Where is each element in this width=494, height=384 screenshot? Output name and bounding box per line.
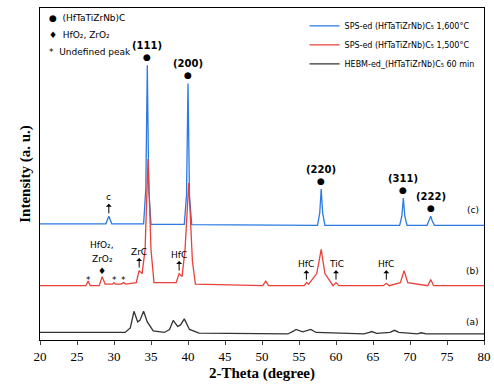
svg-text:55: 55 xyxy=(293,349,306,364)
svg-text:(c): (c) xyxy=(467,205,479,215)
svg-text:HEBM-ed_(HfTaTiZrNb)C₅ 60 min: HEBM-ed_(HfTaTiZrNb)C₅ 60 min xyxy=(345,60,475,69)
svg-text:80: 80 xyxy=(478,349,491,364)
svg-text:(b): (b) xyxy=(466,266,479,276)
svg-text:* Undefined peak: * Undefined peak xyxy=(49,47,131,57)
svg-text:25: 25 xyxy=(71,349,84,364)
svg-text:*: * xyxy=(112,275,117,285)
svg-text:SPS-ed (HfTaTiZrNb)C₅ 1,500°C: SPS-ed (HfTaTiZrNb)C₅ 1,500°C xyxy=(345,41,470,50)
svg-text:Intensity (a. u.): Intensity (a. u.) xyxy=(17,125,34,223)
svg-text:2-Theta (degree): 2-Theta (degree) xyxy=(209,365,315,382)
svg-text:(222): (222) xyxy=(416,191,446,202)
svg-text:ZrO₂: ZrO₂ xyxy=(92,254,113,264)
svg-text:●: ● xyxy=(143,52,151,62)
svg-text:TiC: TiC xyxy=(329,259,344,269)
svg-text:*: * xyxy=(121,275,126,285)
svg-text:(200): (200) xyxy=(173,58,203,69)
svg-text:60: 60 xyxy=(330,349,343,364)
svg-text:70: 70 xyxy=(404,349,417,364)
svg-text:35: 35 xyxy=(145,349,158,364)
svg-text:♦ HfO₂, ZrO₂: ♦ HfO₂, ZrO₂ xyxy=(49,30,110,40)
svg-text:(a): (a) xyxy=(466,317,479,327)
svg-text:c: c xyxy=(106,192,111,202)
svg-text:SPS-ed (HfTaTiZrNb)C₅ 1,600°C: SPS-ed (HfTaTiZrNb)C₅ 1,600°C xyxy=(345,22,470,31)
svg-text:45: 45 xyxy=(219,349,232,364)
svg-text:(111): (111) xyxy=(132,40,162,51)
svg-text:♦: ♦ xyxy=(98,266,106,276)
svg-text:● (HfTaTiZrNb)C: ● (HfTaTiZrNb)C xyxy=(49,13,125,23)
svg-text:*: * xyxy=(86,275,91,285)
svg-text:20: 20 xyxy=(34,349,47,364)
svg-text:(311): (311) xyxy=(388,173,418,184)
svg-text:●: ● xyxy=(317,176,325,186)
svg-text:HfC: HfC xyxy=(171,250,187,260)
svg-text:65: 65 xyxy=(367,349,380,364)
svg-text:(220): (220) xyxy=(306,164,336,175)
svg-text:●: ● xyxy=(427,203,435,213)
svg-text:40: 40 xyxy=(182,349,195,364)
svg-text:●: ● xyxy=(184,70,192,80)
svg-text:50: 50 xyxy=(256,349,269,364)
svg-text:75: 75 xyxy=(441,349,454,364)
svg-text:30: 30 xyxy=(108,349,121,364)
svg-text:●: ● xyxy=(399,185,407,195)
svg-text:HfC: HfC xyxy=(378,259,394,269)
svg-text:HfC: HfC xyxy=(298,259,314,269)
svg-text:HfO₂,: HfO₂, xyxy=(90,240,114,250)
svg-text:ZrC: ZrC xyxy=(131,247,147,257)
